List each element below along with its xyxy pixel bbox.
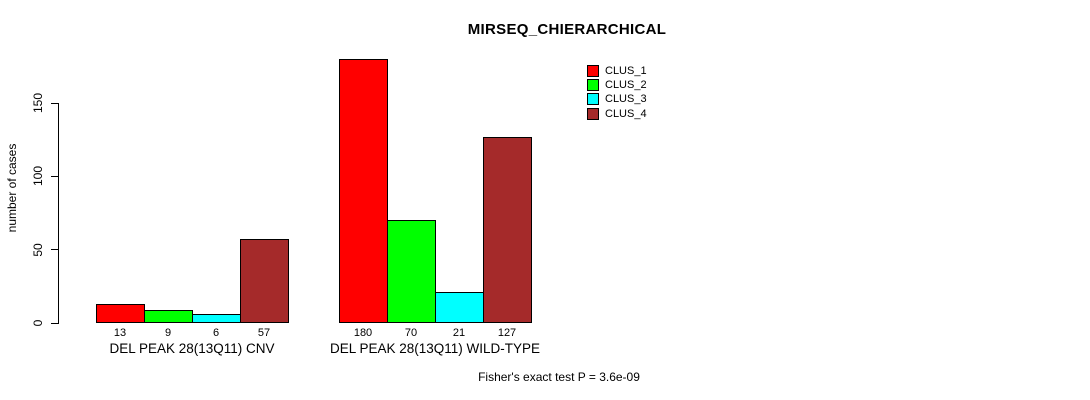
legend-label: CLUS_2 [605,79,647,92]
y-tick-label: 0 [31,319,45,327]
bar-clus_3-group1 [192,314,241,323]
y-tick-label: 150 [31,92,45,114]
legend-swatch-icon [587,93,599,106]
y-tick-label: 50 [31,242,45,257]
bar-value-label: 70 [404,327,418,339]
chart-title: MIRSEQ_CHIERARCHICAL [467,21,667,38]
legend-item-clus_3: CLUS_3 [587,92,647,106]
legend-label: CLUS_4 [605,107,647,120]
group-label: DEL PEAK 28(13Q11) WILD-TYPE [329,341,541,356]
bar-clus_1-group2 [339,59,388,323]
bar-value-label: 9 [164,327,172,339]
fisher-test-annotation: Fisher's exact test P = 3.6e-09 [478,370,640,384]
y-tick-mark [51,175,59,178]
bar-value-label: 21 [452,327,466,339]
legend-item-clus_2: CLUS_2 [587,78,647,92]
legend: CLUS_1 CLUS_2 CLUS_3 CLUS_4 [587,64,647,121]
y-tick-mark [51,102,59,104]
y-tick-label: 100 [31,166,45,187]
legend-label: CLUS_1 [605,65,647,78]
bar-value-label: 57 [257,327,271,339]
y-tick-mark [51,322,59,324]
y-axis-label: number of cases [5,143,19,233]
group-label: DEL PEAK 28(13Q11) CNV [109,341,275,356]
bar-value-label: 180 [353,327,373,339]
legend-swatch-icon [587,107,599,120]
bar-value-label: 6 [212,327,220,339]
bar-clus_4-group2 [483,136,532,323]
bar-clus_4-group1 [240,239,289,323]
y-axis-line [58,103,60,324]
bar-clus_1-group1 [96,303,145,323]
bar-clus_3-group2 [435,292,484,323]
legend-label: CLUS_3 [605,93,647,106]
bar-clus_2-group2 [387,220,436,323]
y-tick-mark [51,249,59,251]
legend-item-clus_4: CLUS_4 [587,107,647,121]
legend-swatch-icon [587,79,599,92]
legend-swatch-icon [587,65,599,78]
legend-item-clus_1: CLUS_1 [587,64,647,78]
bar-clus_2-group1 [144,309,193,323]
bar-value-label: 13 [113,327,127,339]
bar-value-label: 127 [497,327,517,339]
